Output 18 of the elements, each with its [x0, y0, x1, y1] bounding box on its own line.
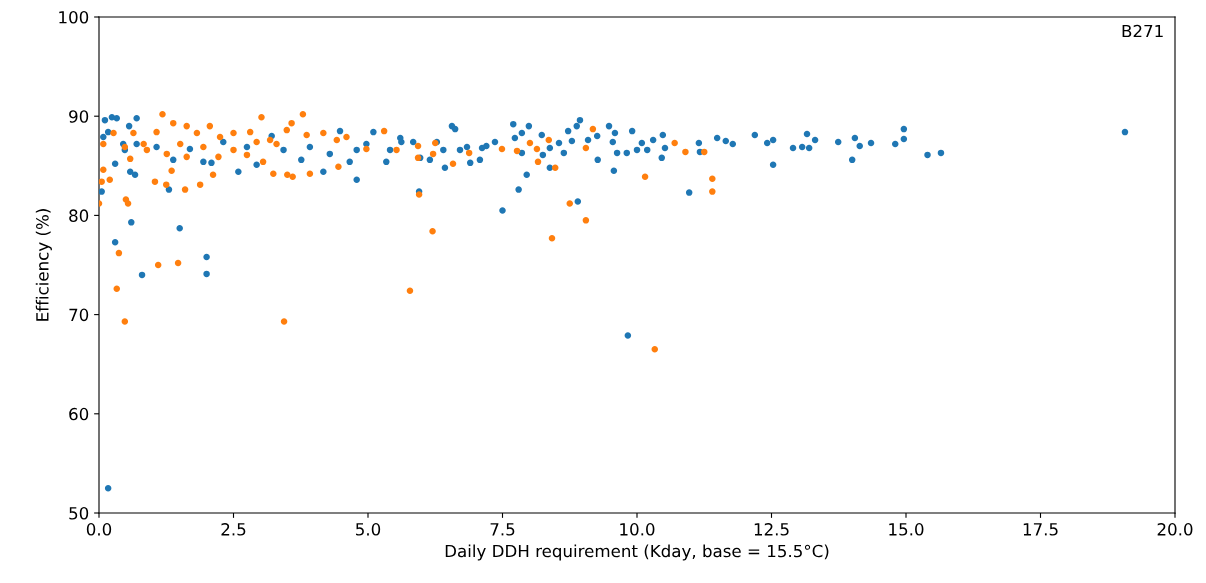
y-tick-label: 80	[69, 209, 89, 222]
y-tick-label: 90	[69, 110, 89, 123]
x-tick-label: 7.5	[490, 523, 515, 536]
y-tick-label: 100	[59, 10, 89, 24]
y-tick-label: 60	[69, 407, 89, 421]
x-tick-label: 12.5	[754, 523, 789, 536]
x-tick-label: 10.0	[620, 523, 655, 536]
x-tick-label: 2.5	[221, 523, 246, 536]
x-tick-label: 20.0	[1157, 523, 1193, 536]
x-tick-label: 17.5	[1023, 523, 1058, 536]
annotation: B271	[1122, 24, 1163, 38]
x-tick-label: 5.0	[356, 523, 381, 536]
x-tick-label: 0.0	[86, 523, 112, 536]
x-tick-label: 15.0	[889, 523, 924, 536]
y-axis-title: Efficiency (%)	[35, 209, 52, 321]
y-tick-label: 50	[69, 506, 89, 520]
y-tick-label: 70	[69, 308, 89, 322]
x-axis-title: Daily DDH requirement (Kday, base = 15.5°C)	[445, 544, 829, 561]
